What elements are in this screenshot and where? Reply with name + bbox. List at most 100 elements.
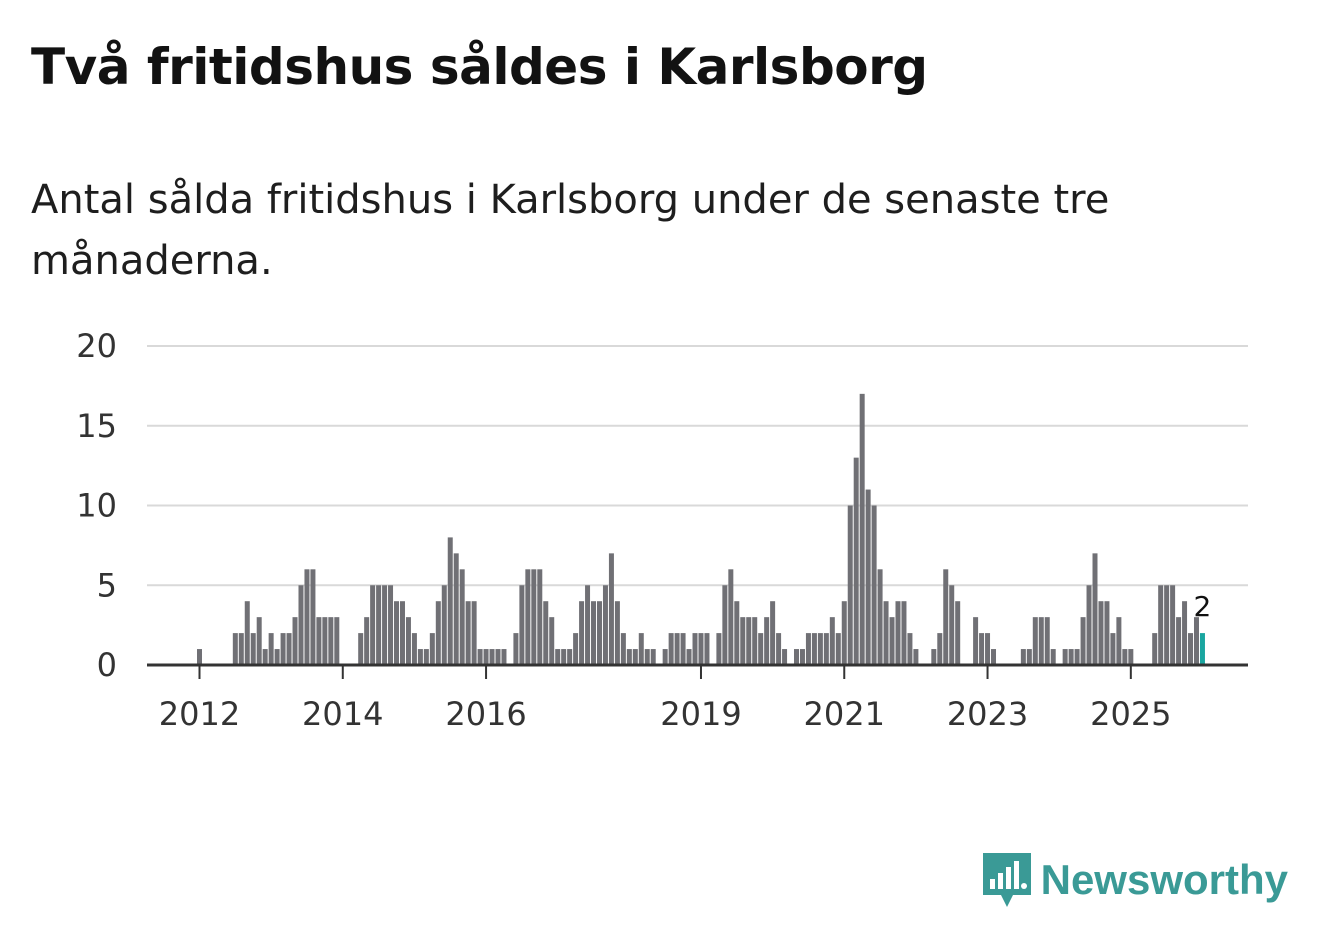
chart-title: Två fritidshus såldes i Karlsborg — [31, 38, 928, 96]
bar — [417, 649, 423, 665]
bar — [268, 633, 274, 665]
bar — [1098, 601, 1104, 665]
bar — [513, 633, 519, 665]
bar — [435, 601, 441, 665]
bar — [280, 633, 286, 665]
bar — [376, 585, 382, 665]
newsworthy-logo: Newsworthy — [981, 851, 1288, 909]
bar — [907, 633, 913, 665]
bar — [859, 393, 865, 665]
bar — [322, 617, 328, 665]
bar — [835, 633, 841, 665]
bar — [1086, 585, 1092, 665]
x-tick-label: 2021 — [804, 695, 885, 733]
bar — [722, 585, 728, 665]
bar — [423, 649, 429, 665]
x-tick-label: 2025 — [1090, 695, 1171, 733]
bar — [358, 633, 364, 665]
bar — [1158, 585, 1164, 665]
bar — [596, 601, 602, 665]
bar — [871, 505, 877, 665]
bar — [937, 633, 943, 665]
x-tick-label: 2012 — [159, 695, 240, 733]
bar — [394, 601, 400, 665]
bar — [692, 633, 698, 665]
bar — [591, 601, 597, 665]
bar — [776, 633, 782, 665]
bar — [525, 569, 531, 665]
bar — [608, 553, 614, 665]
bar — [805, 633, 811, 665]
bar — [370, 585, 376, 665]
bar — [764, 617, 770, 665]
bar — [561, 649, 567, 665]
bar — [638, 633, 644, 665]
bar — [1032, 617, 1038, 665]
bar — [585, 585, 591, 665]
bar-highlight — [1199, 633, 1205, 665]
bar — [328, 617, 334, 665]
bar — [334, 617, 340, 665]
bar — [853, 457, 859, 665]
y-tick-label: 20 — [76, 327, 117, 365]
bar — [817, 633, 823, 665]
bar — [811, 633, 817, 665]
bar — [895, 601, 901, 665]
bar — [758, 633, 764, 665]
bar — [1188, 633, 1194, 665]
bar — [388, 585, 394, 665]
bar — [680, 633, 686, 665]
bar — [1164, 585, 1170, 665]
bar — [889, 617, 895, 665]
bar — [955, 601, 961, 665]
bars — [197, 393, 1205, 665]
bar — [483, 649, 489, 665]
bar — [447, 537, 453, 665]
bar — [1050, 649, 1056, 665]
bar — [250, 633, 256, 665]
bar — [913, 649, 919, 665]
bar — [650, 649, 656, 665]
bar — [453, 553, 459, 665]
bar — [274, 649, 280, 665]
bar — [411, 633, 417, 665]
highlight-value-label: 2 — [1194, 590, 1212, 623]
bar — [782, 649, 788, 665]
x-tick-label: 2023 — [947, 695, 1028, 733]
bar — [716, 633, 722, 665]
bar — [256, 617, 262, 665]
bar — [847, 505, 853, 665]
bar — [686, 649, 692, 665]
bar — [1122, 649, 1128, 665]
bar — [549, 617, 555, 665]
bar — [943, 569, 949, 665]
x-axis — [147, 663, 1248, 679]
bar — [519, 585, 525, 665]
bar — [1152, 633, 1158, 665]
bar — [979, 633, 985, 665]
bar — [949, 585, 955, 665]
bar — [698, 633, 704, 665]
bar — [799, 649, 805, 665]
bar — [1044, 617, 1050, 665]
bar — [1182, 601, 1188, 665]
grid-lines — [147, 345, 1248, 587]
bar — [310, 569, 316, 665]
bar — [704, 633, 710, 665]
bar — [1128, 649, 1134, 665]
y-tick-label: 10 — [76, 487, 117, 525]
bar — [197, 649, 202, 665]
bar — [1193, 617, 1199, 665]
bar — [238, 633, 244, 665]
bar — [991, 649, 997, 665]
x-tick-label: 2019 — [660, 695, 741, 733]
bar — [465, 601, 471, 665]
bar — [883, 601, 889, 665]
bar — [602, 585, 608, 665]
bar — [794, 649, 799, 665]
bar — [441, 585, 447, 665]
bar — [298, 585, 304, 665]
y-tick-label: 5 — [97, 566, 117, 604]
brand-name: Newsworthy — [1040, 856, 1288, 903]
